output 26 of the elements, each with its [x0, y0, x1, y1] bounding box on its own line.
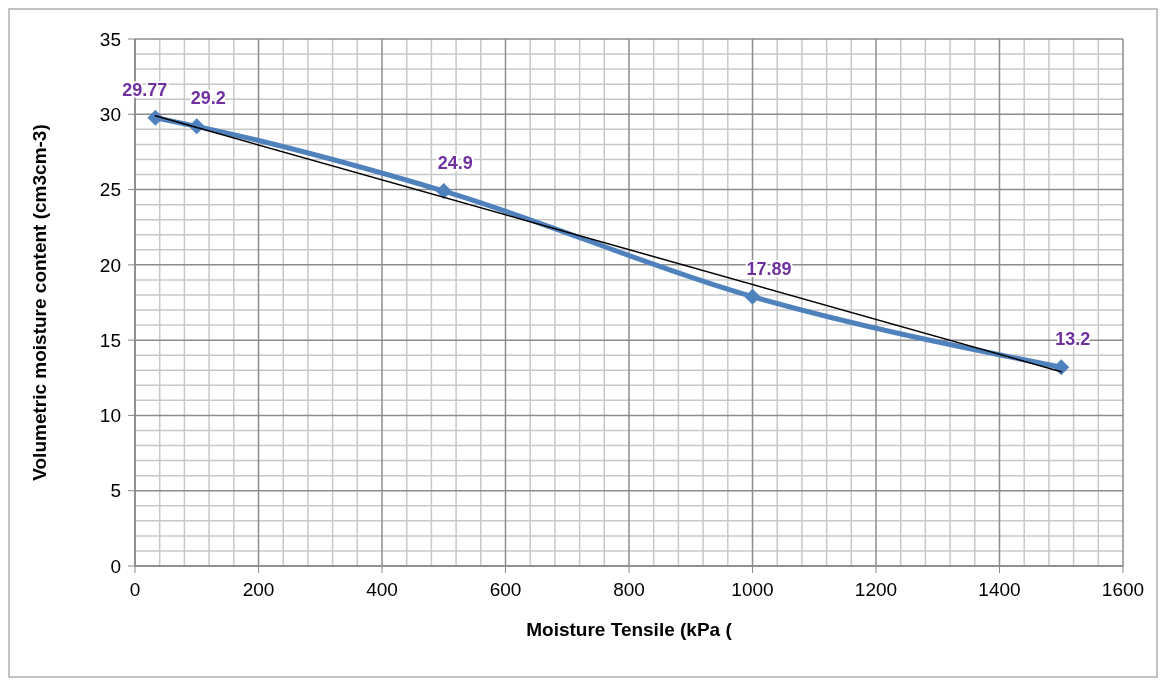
point	[1053, 359, 1070, 376]
y-tick-label: 0	[110, 555, 121, 577]
x-tick-label: 1200	[854, 579, 898, 600]
x-tick-label: 800	[613, 579, 645, 600]
point	[744, 288, 761, 305]
x-tick-label: 600	[489, 579, 522, 600]
y-tick-label: 10	[99, 405, 121, 427]
x-tick-label: 1400	[978, 579, 1021, 600]
x-tick-label: 1600	[1101, 579, 1145, 600]
point	[147, 109, 164, 126]
x-axis-title: Moisture Tensile (kPa (	[526, 619, 733, 640]
x-tick-label: 0	[129, 579, 141, 600]
y-tick-label: 25	[99, 179, 121, 201]
x-tick-label: 1000	[731, 579, 774, 600]
y-tick-label: 30	[99, 103, 121, 125]
y-tick-label: 15	[99, 329, 121, 351]
data-label: 24.9	[437, 153, 473, 174]
y-tick-label: 5	[110, 480, 121, 502]
y-tick-label: 35	[99, 28, 121, 50]
x-tick-label: 200	[242, 579, 275, 600]
y-axis-title: Volumetric moisture content (cm3cm-3)	[29, 124, 50, 481]
data-label: 29.2	[190, 88, 226, 109]
y-tick-label: 20	[99, 254, 121, 276]
point	[435, 183, 452, 200]
data-label: 29.77	[122, 79, 168, 100]
x-tick-label: 400	[366, 579, 398, 600]
